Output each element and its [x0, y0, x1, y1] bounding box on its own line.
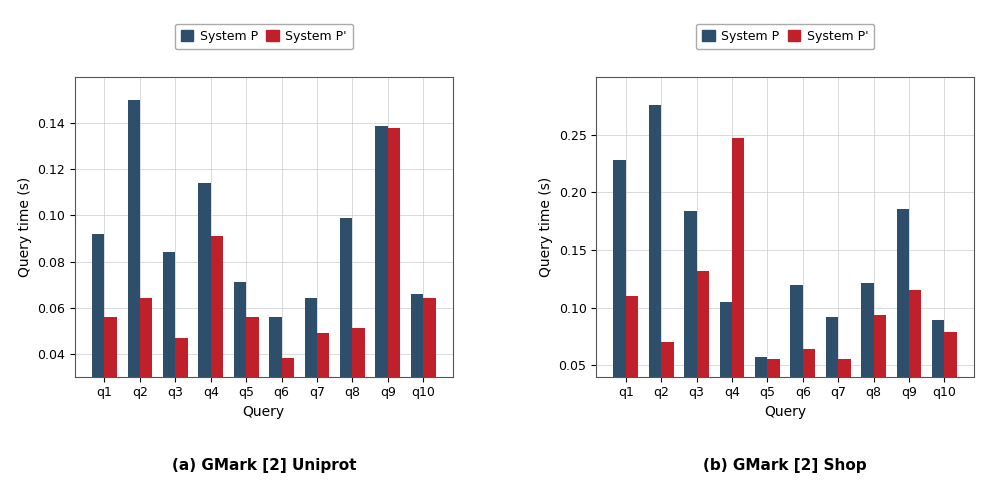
Legend: System P, System P': System P, System P': [175, 24, 353, 49]
Bar: [755, 357, 767, 423]
Bar: [376, 126, 388, 446]
Bar: [732, 138, 744, 423]
Y-axis label: Query time (s): Query time (s): [18, 177, 32, 277]
Y-axis label: Query time (s): Query time (s): [539, 177, 553, 277]
Bar: [648, 105, 661, 423]
Bar: [613, 160, 625, 423]
Bar: [424, 298, 436, 446]
Bar: [719, 302, 732, 423]
Bar: [684, 211, 696, 423]
Bar: [128, 100, 140, 446]
Legend: System P, System P': System P, System P': [696, 24, 874, 49]
Bar: [211, 236, 223, 446]
Bar: [767, 359, 780, 423]
Bar: [838, 359, 850, 423]
Bar: [234, 282, 246, 446]
Text: (b) GMark [2] Shop: (b) GMark [2] Shop: [703, 458, 867, 473]
Bar: [944, 332, 957, 423]
Bar: [92, 234, 105, 446]
Bar: [909, 290, 921, 423]
Bar: [199, 183, 211, 446]
Bar: [897, 209, 909, 423]
Bar: [140, 298, 152, 446]
Bar: [826, 317, 838, 423]
Bar: [246, 317, 259, 446]
Bar: [696, 271, 709, 423]
Bar: [625, 296, 638, 423]
Bar: [175, 338, 188, 446]
Bar: [269, 317, 282, 446]
Bar: [861, 284, 874, 423]
Text: (a) GMark [2] Uniprot: (a) GMark [2] Uniprot: [172, 458, 356, 473]
X-axis label: Query: Query: [764, 405, 806, 419]
Bar: [388, 128, 401, 446]
Bar: [661, 342, 673, 423]
Bar: [163, 252, 175, 446]
Bar: [411, 294, 424, 446]
Bar: [803, 349, 815, 423]
Bar: [105, 317, 117, 446]
Bar: [340, 218, 353, 446]
Bar: [317, 333, 330, 446]
Bar: [874, 314, 886, 423]
Bar: [353, 328, 365, 446]
X-axis label: Query: Query: [243, 405, 285, 419]
Bar: [282, 358, 294, 446]
Bar: [790, 284, 803, 423]
Bar: [305, 298, 317, 446]
Bar: [932, 320, 944, 423]
